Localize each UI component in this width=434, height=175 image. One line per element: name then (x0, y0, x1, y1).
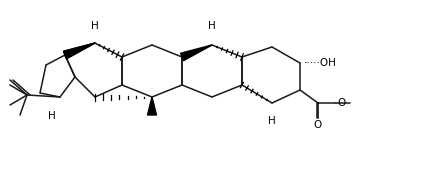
Polygon shape (63, 43, 95, 59)
Text: O: O (337, 98, 345, 108)
Polygon shape (63, 43, 95, 59)
Text: H: H (208, 21, 216, 31)
Text: ·····OH: ·····OH (304, 58, 337, 68)
Polygon shape (148, 97, 157, 115)
Text: O: O (314, 120, 322, 130)
Polygon shape (181, 45, 212, 61)
Text: H: H (48, 111, 56, 121)
Text: H: H (91, 21, 99, 31)
Text: H: H (268, 116, 276, 126)
